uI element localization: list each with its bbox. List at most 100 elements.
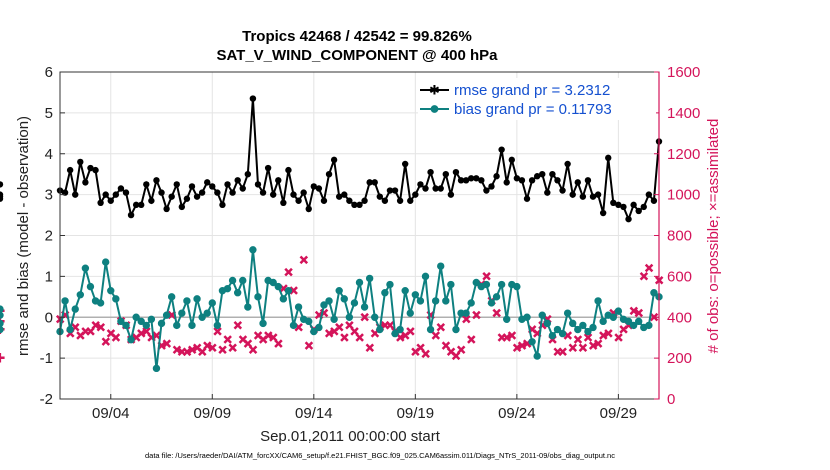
y-tick-label: 3 [45, 187, 53, 204]
y2-tick-label: 400 [667, 309, 692, 326]
rmse-point [599, 209, 607, 217]
rmse-point [610, 199, 617, 206]
y2-tick-label: 1400 [667, 105, 700, 122]
bias-point [330, 315, 338, 323]
x-tick-label: 09/09 [194, 405, 232, 422]
bias-point [178, 309, 186, 317]
bias-point [127, 336, 135, 344]
bias-point [274, 282, 282, 291]
bias-point [86, 282, 95, 291]
rmse-point [376, 193, 384, 200]
bias-point [162, 311, 171, 319]
bias-point [452, 325, 460, 334]
rmse-point [386, 187, 394, 194]
bias-point [0, 325, 4, 334]
rmse-point [0, 181, 4, 188]
y-axis-label: rmse and bias (model - observation) [15, 116, 32, 356]
bias-point [345, 313, 354, 321]
rmse-point [127, 211, 135, 219]
bias-point [599, 317, 607, 326]
rmse-point [361, 197, 368, 204]
rmse-point [467, 175, 475, 182]
y-tick-label: 4 [45, 146, 53, 163]
rmse-point [589, 193, 597, 200]
bias-point [396, 325, 404, 334]
x-axis-label: Sep.01,2011 00:00:00 start [260, 428, 441, 445]
rmse-point [544, 189, 551, 196]
y-tick-label: -1 [40, 350, 53, 367]
rmse-point [594, 191, 602, 198]
rmse-point [300, 189, 307, 196]
rmse-point [264, 164, 272, 172]
rmse-point [193, 193, 201, 200]
rmse-point [168, 193, 175, 200]
rmse-point [97, 199, 104, 206]
rmse-point [198, 189, 206, 196]
rmse-point [508, 156, 515, 164]
y2-tick-label: 1000 [667, 187, 700, 204]
bias-point [579, 321, 587, 330]
bias-point [350, 299, 359, 307]
rmse-point [371, 179, 378, 186]
rmse-point [66, 166, 74, 174]
rmse-point [229, 189, 236, 196]
y2-tick-label: 800 [667, 228, 692, 245]
bias-point [147, 315, 156, 323]
rmse-point [188, 183, 196, 190]
bias-point [294, 303, 303, 311]
bias-point [315, 323, 323, 332]
bias-point [371, 313, 379, 321]
rmse-point [325, 170, 333, 178]
rmse-point [112, 191, 120, 198]
bias-point [360, 303, 369, 311]
rmse-point [153, 177, 160, 184]
bias-point [574, 325, 582, 334]
bias-point [0, 305, 4, 313]
bias-point [0, 319, 4, 328]
rmse-point [528, 177, 536, 184]
legend-marker-bias [430, 105, 439, 113]
bias-point [548, 331, 557, 340]
bias-point [203, 309, 211, 317]
bias-point [355, 278, 364, 287]
footnote: data file: /Users/raeder/DAI/ATM_forcXX/… [145, 451, 615, 460]
bias-point [447, 280, 455, 289]
rmse-point [310, 183, 318, 190]
bias-point [66, 325, 74, 334]
rmse-point [564, 160, 571, 168]
rmse-point [574, 179, 581, 186]
bias-point [198, 313, 206, 321]
bias-point [81, 264, 90, 272]
rmse-point [280, 199, 287, 206]
rmse-point [72, 191, 79, 198]
bias-point [61, 297, 69, 305]
bias-point [431, 297, 440, 305]
y2-tick-label: 1600 [667, 64, 700, 81]
bias-point [558, 329, 567, 338]
rmse-point [447, 191, 455, 198]
x-tick-label: 09/29 [600, 405, 638, 422]
rmse-point [117, 185, 125, 192]
rmse-point [620, 203, 627, 211]
rmse-point [234, 177, 241, 184]
rmse-point [513, 175, 521, 182]
rmse-point [478, 177, 485, 184]
axis-ticks: 09/04 09/09 09/14 09/19 09/24 09/29 -2 -1 0 1 2 3 4 5… [40, 64, 701, 422]
rmse-point [315, 185, 323, 192]
plot-series: ✚✚✚✚✚✚✚✚✚✚✚✚ ✚✚✚✚✚✚✚✚✚✚✚✚✚✚✚✚✚✚✚✚✚✚✚✚✚✚✚✚… [0, 95, 668, 373]
bias-point [381, 289, 389, 297]
rmse-point [650, 197, 658, 204]
rmse-point [417, 181, 424, 188]
legend-label-bias: bias grand pr = 0.11793 [454, 101, 612, 118]
rmse-point [437, 185, 444, 192]
bias-point [472, 278, 480, 287]
bias-point [96, 299, 105, 307]
rmse-point [122, 189, 130, 196]
rmse-point [462, 177, 470, 184]
bias-point [310, 327, 318, 336]
bias-point [376, 325, 384, 334]
bias-point [340, 295, 348, 303]
rmse-point [427, 168, 434, 176]
rmse-point [209, 183, 216, 190]
rmse-point [640, 203, 647, 211]
